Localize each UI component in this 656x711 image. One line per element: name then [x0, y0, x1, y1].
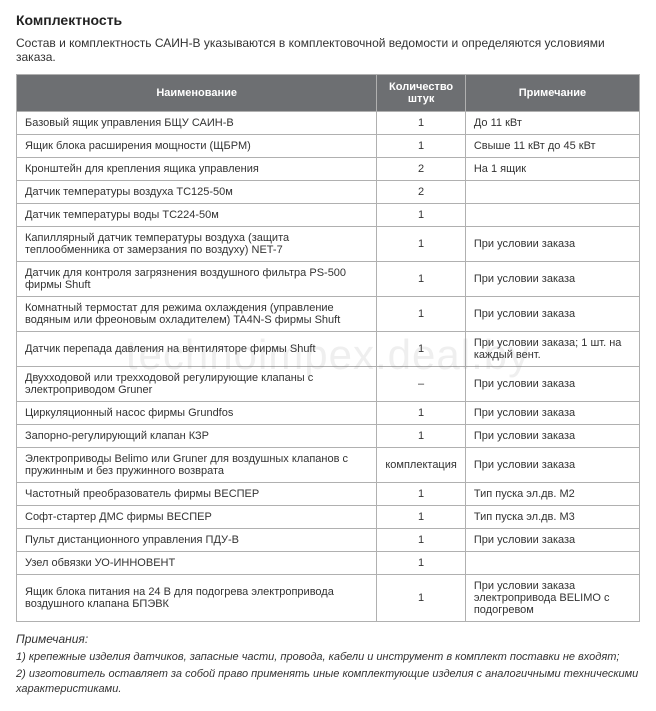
table-row: Ящик блока питания на 24 В для подогрева… [17, 575, 640, 622]
cell-qty: 1 [377, 552, 465, 575]
cell-name: Софт-стартер ДМС фирмы ВЕСПЕР [17, 506, 377, 529]
cell-qty: 1 [377, 227, 465, 262]
table-row: Двухходовой или трехходовой регулирующие… [17, 367, 640, 402]
table-row: Комнатный термостат для режима охлаждени… [17, 297, 640, 332]
completeness-table: Наименование Количество штук Примечание … [16, 74, 640, 622]
notes-heading: Примечания: [16, 632, 640, 646]
cell-note: При условии заказа электропривода BELIMO… [465, 575, 639, 622]
cell-note [465, 181, 639, 204]
cell-note: При условии заказа [465, 425, 639, 448]
cell-name: Ящик блока расширения мощности (ЩБРМ) [17, 135, 377, 158]
table-row: Датчик перепада давления на вентиляторе … [17, 332, 640, 367]
table-row: Частотный преобразователь фирмы ВЕСПЕР1Т… [17, 483, 640, 506]
cell-name: Датчик температуры воздуха ТС125-50м [17, 181, 377, 204]
cell-note: Свыше 11 кВт до 45 кВт [465, 135, 639, 158]
cell-name: Ящик блока питания на 24 В для подогрева… [17, 575, 377, 622]
col-header-note: Примечание [465, 75, 639, 112]
cell-qty: 1 [377, 135, 465, 158]
cell-qty: 1 [377, 112, 465, 135]
cell-name: Базовый ящик управления БЩУ САИН-В [17, 112, 377, 135]
section-title: Комплектность [16, 12, 640, 28]
col-header-name: Наименование [17, 75, 377, 112]
cell-qty: 1 [377, 262, 465, 297]
cell-name: Датчик температуры воды ТС224-50м [17, 204, 377, 227]
cell-qty: 1 [377, 529, 465, 552]
table-row: Софт-стартер ДМС фирмы ВЕСПЕР1Тип пуска … [17, 506, 640, 529]
cell-name: Двухходовой или трехходовой регулирующие… [17, 367, 377, 402]
table-row: Электроприводы Belimo или Gruner для воз… [17, 448, 640, 483]
cell-note: При условии заказа [465, 367, 639, 402]
cell-name: Комнатный термостат для режима охлаждени… [17, 297, 377, 332]
cell-name: Капиллярный датчик температуры воздуха (… [17, 227, 377, 262]
cell-note [465, 552, 639, 575]
cell-qty: 2 [377, 158, 465, 181]
cell-name: Циркуляционный насос фирмы Grundfos [17, 402, 377, 425]
cell-qty: 1 [377, 402, 465, 425]
cell-note [465, 204, 639, 227]
note-item: 2) изготовитель оставляет за собой право… [16, 667, 640, 696]
table-row: Датчик температуры воды ТС224-50м1 [17, 204, 640, 227]
cell-note: Тип пуска эл.дв. М3 [465, 506, 639, 529]
table-header-row: Наименование Количество штук Примечание [17, 75, 640, 112]
table-row: Пульт дистанционного управления ПДУ-В1Пр… [17, 529, 640, 552]
cell-note: При условии заказа [465, 448, 639, 483]
cell-note: Тип пуска эл.дв. М2 [465, 483, 639, 506]
cell-name: Запорно-регулирующий клапан КЗР [17, 425, 377, 448]
cell-name: Датчик перепада давления на вентиляторе … [17, 332, 377, 367]
table-row: Кронштейн для крепления ящика управления… [17, 158, 640, 181]
cell-qty: 2 [377, 181, 465, 204]
cell-name: Пульт дистанционного управления ПДУ-В [17, 529, 377, 552]
cell-qty: комплектация [377, 448, 465, 483]
cell-note: При условии заказа [465, 227, 639, 262]
intro-text: Состав и комплектность САИН-В указываютс… [16, 36, 640, 64]
col-header-qty: Количество штук [377, 75, 465, 112]
cell-qty: 1 [377, 483, 465, 506]
cell-note: При условии заказа [465, 402, 639, 425]
cell-note: При условии заказа [465, 262, 639, 297]
cell-qty: 1 [377, 297, 465, 332]
cell-qty: 1 [377, 575, 465, 622]
note-item: 1) крепежные изделия датчиков, запасные … [16, 650, 640, 664]
cell-note: При условии заказа [465, 529, 639, 552]
cell-qty: 1 [377, 506, 465, 529]
cell-note: До 11 кВт [465, 112, 639, 135]
notes-list: 1) крепежные изделия датчиков, запасные … [16, 650, 640, 696]
cell-name: Частотный преобразователь фирмы ВЕСПЕР [17, 483, 377, 506]
table-row: Капиллярный датчик температуры воздуха (… [17, 227, 640, 262]
table-row: Циркуляционный насос фирмы Grundfos1При … [17, 402, 640, 425]
cell-note: При условии заказа; 1 шт. на каждый вент… [465, 332, 639, 367]
cell-name: Электроприводы Belimo или Gruner для воз… [17, 448, 377, 483]
cell-qty: – [377, 367, 465, 402]
table-row: Узел обвязки УО-ИННОВЕНТ1 [17, 552, 640, 575]
cell-qty: 1 [377, 332, 465, 367]
table-row: Датчик температуры воздуха ТС125-50м2 [17, 181, 640, 204]
table-row: Датчик для контроля загрязнения воздушно… [17, 262, 640, 297]
table-row: Ящик блока расширения мощности (ЩБРМ)1Св… [17, 135, 640, 158]
cell-note: На 1 ящик [465, 158, 639, 181]
cell-name: Датчик для контроля загрязнения воздушно… [17, 262, 377, 297]
table-row: Базовый ящик управления БЩУ САИН-В1До 11… [17, 112, 640, 135]
cell-qty: 1 [377, 204, 465, 227]
cell-note: При условии заказа [465, 297, 639, 332]
cell-qty: 1 [377, 425, 465, 448]
cell-name: Узел обвязки УО-ИННОВЕНТ [17, 552, 377, 575]
table-row: Запорно-регулирующий клапан КЗР1При усло… [17, 425, 640, 448]
cell-name: Кронштейн для крепления ящика управления [17, 158, 377, 181]
